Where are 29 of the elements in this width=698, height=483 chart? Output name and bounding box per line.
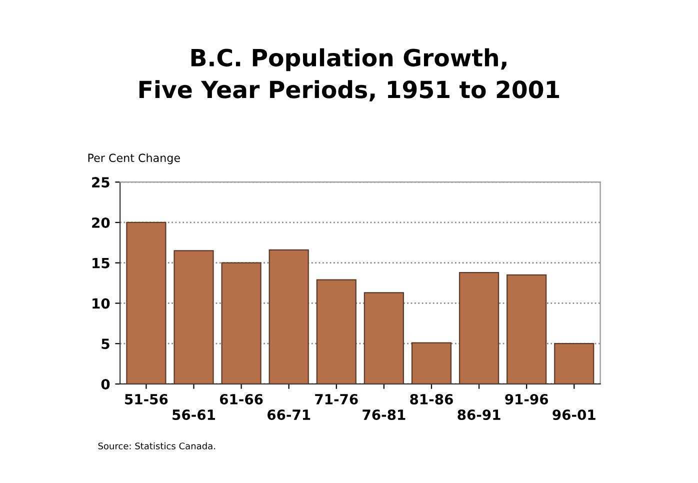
y-tick-label: 20 [92, 217, 110, 228]
x-tick-label: 81-86 [410, 394, 453, 404]
bar [554, 343, 594, 384]
x-tick-label: 86-91 [458, 410, 500, 420]
x-tick-label: 61-66 [220, 394, 263, 404]
x-tick-label: 56-61 [172, 410, 216, 420]
bar [458, 272, 500, 384]
y-axis-title: Per Cent Change [88, 153, 180, 164]
x-tick-label: 51-56 [125, 394, 168, 404]
x-tick-label: 96-01 [552, 410, 596, 420]
chart-title: B.C. Population Growth, Five Year Periods, 1951 to 2001 [139, 48, 560, 102]
bar [126, 222, 166, 384]
bar [506, 274, 547, 384]
y-tick-label: 0 [101, 378, 110, 390]
x-tick-label: 76-81 [362, 410, 406, 420]
bar [268, 249, 309, 384]
bar [221, 262, 262, 384]
bar [411, 342, 452, 384]
bar [316, 279, 356, 384]
source-note: Source: Statistics Canada. [98, 442, 216, 450]
x-tick-label: 91-96 [505, 394, 548, 404]
x-tick-label: 66-71 [268, 410, 310, 420]
x-tick-label: 71-76 [315, 394, 358, 404]
y-tick-label: 5 [102, 338, 110, 350]
bar [174, 250, 214, 384]
bar [364, 292, 404, 384]
y-tick-label: 25 [92, 177, 110, 188]
y-tick-label: 15 [92, 258, 110, 268]
y-tick-label: 10 [92, 298, 110, 309]
